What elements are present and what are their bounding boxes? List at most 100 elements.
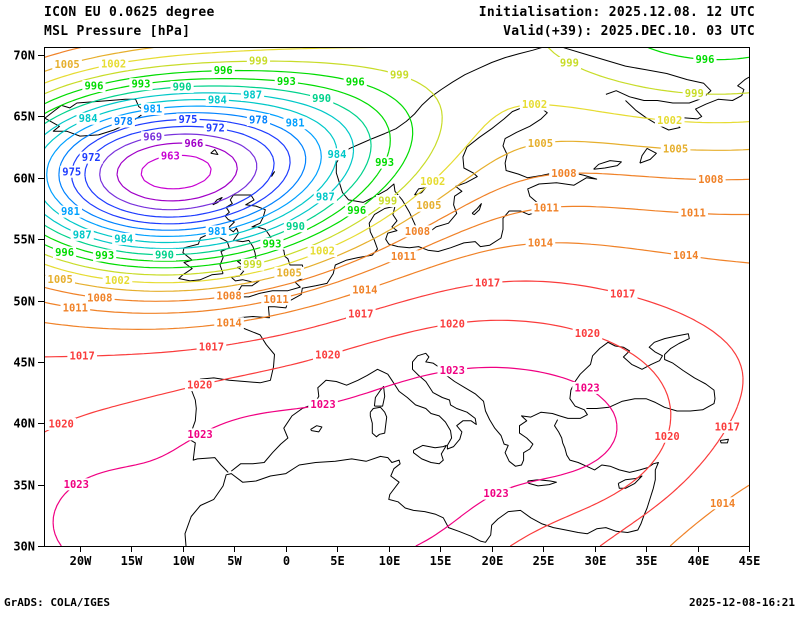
valid-time-label: Valid(+39): 2025.DEC.10. 03 UTC: [503, 24, 755, 39]
contour-label: 1008: [698, 174, 723, 186]
contour-label-mask: [652, 430, 682, 443]
contour-label: 1005: [663, 144, 688, 156]
contour-label: 1002: [310, 246, 335, 258]
contour-label: 999: [243, 259, 262, 271]
coastline: [369, 406, 388, 438]
contour-label: 966: [184, 138, 203, 150]
contour-label-mask: [240, 258, 265, 271]
contour-label: 1005: [48, 274, 73, 286]
lon-tick-label: 35E: [636, 554, 658, 568]
contour-label: 981: [61, 206, 80, 218]
contour-label-mask: [472, 277, 503, 290]
coastline: [719, 438, 729, 444]
contour-label-mask: [141, 131, 165, 144]
lon-tick-label: 5W: [227, 554, 242, 568]
lon-tick-label: 0: [283, 554, 290, 568]
contour-label: 990: [173, 81, 192, 93]
contour-label: 1020: [315, 350, 340, 362]
lat-tick-label: 40N: [13, 417, 35, 431]
contour-label: 1020: [575, 328, 600, 340]
contour-label-mask: [176, 113, 200, 126]
contour-label: 1023: [187, 429, 212, 441]
contour-label: 1005: [528, 138, 553, 150]
contour-label-mask: [184, 379, 215, 392]
coastline: [184, 419, 659, 546]
contour-label: 1002: [657, 115, 682, 127]
contour-label: 990: [155, 249, 174, 261]
grads-credit: GrADS: COLA/IGES: [4, 596, 110, 609]
lon-tick-label: 45E: [739, 554, 761, 568]
contour-label: 993: [262, 238, 281, 250]
coastline: [310, 425, 323, 433]
contour-label-mask: [260, 237, 284, 250]
lat-tick-label: 35N: [13, 479, 35, 493]
contour-label-mask: [525, 237, 556, 250]
contour-label: 993: [277, 76, 296, 88]
contour-label: 996: [214, 65, 233, 77]
contour-label-mask: [519, 98, 550, 111]
lat-tick-label: 65N: [13, 110, 35, 124]
contour-label: 1011: [263, 294, 288, 306]
contour-label: 1011: [681, 208, 706, 220]
contour-label-mask: [525, 137, 556, 150]
lat-tick-label: 50N: [13, 295, 35, 309]
contour-label: 984: [114, 233, 133, 245]
contour-label-mask: [158, 149, 182, 162]
coastline: [563, 47, 712, 104]
contour-label-mask: [261, 293, 291, 306]
contour-label: 987: [243, 90, 262, 102]
contour-label-mask: [693, 53, 717, 66]
contour-label: 996: [695, 54, 714, 66]
isobar-1008: [44, 47, 749, 302]
contour-label: 1002: [105, 275, 130, 287]
contour-label: 978: [249, 115, 268, 127]
lat-tick-label: 30N: [13, 540, 35, 554]
lon-tick-label: 5E: [330, 554, 344, 568]
contour-label-mask: [307, 245, 338, 258]
lon-tick-label: 20W: [70, 554, 92, 568]
lon-tick-label: 10E: [379, 554, 401, 568]
field-title: MSL Pressure [hPa]: [44, 24, 191, 39]
contour-label: 990: [286, 221, 305, 233]
contour-label-mask: [572, 381, 602, 394]
contour-label-mask: [67, 350, 97, 363]
contour-label-mask: [654, 114, 685, 127]
contour-label-mask: [240, 89, 265, 102]
axes-layer: 20W 15W 10W 5W 0 5E 10E 15E 20E 25E 30E 35E 40E 45E 30…: [13, 47, 761, 568]
contour-label: 1017: [348, 308, 373, 320]
contour-label-mask: [70, 228, 94, 241]
render-timestamp: 2025-12-08-16:21: [689, 596, 795, 609]
contour-label: 975: [62, 166, 81, 178]
contour-label: 996: [55, 247, 74, 259]
coastline: [527, 479, 557, 487]
contour-label-mask: [85, 291, 115, 304]
contour-label: 978: [114, 116, 133, 128]
contour-label: 1020: [440, 318, 465, 330]
contour-label-mask: [376, 195, 400, 208]
contour-label-mask: [214, 317, 244, 330]
lon-tick-label: 20E: [482, 554, 504, 568]
isobar-1017: [44, 280, 744, 546]
contour-label: 996: [84, 81, 103, 93]
contour-label: 969: [143, 132, 162, 144]
contour-label-mask: [274, 266, 304, 279]
contour-label-mask: [60, 301, 91, 314]
contour-label-mask: [671, 249, 701, 262]
contour-label-mask: [79, 151, 103, 164]
contour-label: 1017: [610, 288, 635, 300]
contour-label-mask: [531, 201, 562, 214]
coastline: [471, 203, 482, 216]
contour-label-mask: [308, 398, 338, 411]
contour-label-mask: [283, 117, 307, 130]
coastline: [639, 147, 657, 164]
contour-label-mask: [707, 497, 738, 510]
contour-label-mask: [211, 64, 235, 77]
contour-label-mask: [402, 225, 433, 238]
contour-label-mask: [660, 143, 691, 156]
coastline: [373, 386, 386, 407]
coastline: [212, 197, 223, 206]
contour-label-mask: [93, 249, 117, 262]
contour-label: 1008: [216, 291, 241, 303]
contour-label-mask: [205, 225, 229, 238]
model-title: ICON EU 0.0625 degree: [44, 5, 215, 20]
